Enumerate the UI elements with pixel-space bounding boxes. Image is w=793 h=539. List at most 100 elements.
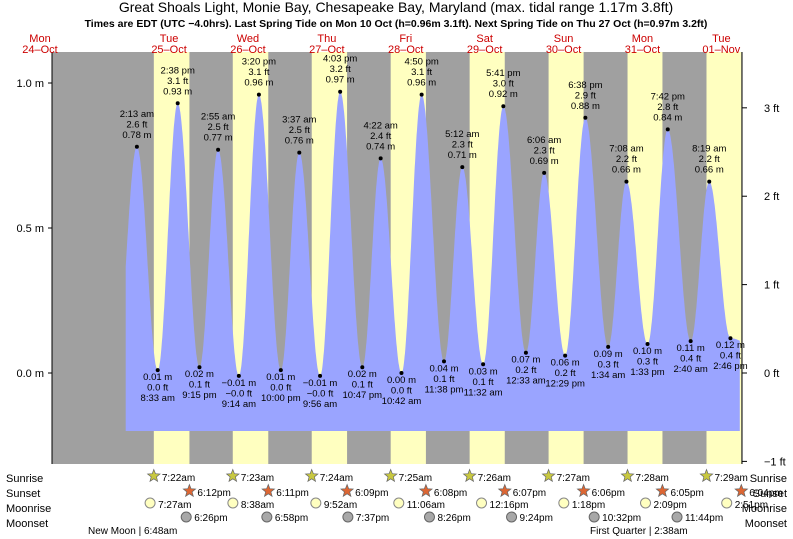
moonrise-time: 7:27am xyxy=(158,500,191,511)
day-of-week-label: Thu xyxy=(317,33,336,45)
moonrise-icon xyxy=(393,497,405,509)
right-tick-label: 2 ft xyxy=(764,191,779,203)
low-tide-label: 0.1 ft xyxy=(189,380,210,391)
moonset-icon xyxy=(506,511,518,523)
high-tide-label: 2.6 ft xyxy=(126,119,147,130)
high-tide-label: 0.88 m xyxy=(571,101,600,112)
date-label: 24–Oct xyxy=(22,44,57,56)
low-tide-label: 0.0 ft xyxy=(147,383,168,394)
high-tide-label: 5:12 am xyxy=(445,129,479,140)
left-tick-label: 0.5 m xyxy=(16,223,44,235)
high-tide-label: 4:03 pm xyxy=(323,54,357,65)
low-tide-label: 0.1 ft xyxy=(352,380,373,391)
moonrise-icon xyxy=(721,497,733,509)
moonrise-time: 2:51pm xyxy=(735,500,768,511)
low-tide-point xyxy=(645,342,650,346)
sun-moon-events: Sunrise Sunrise Sunset Sunset Moonrise Moonri… xyxy=(6,468,787,537)
sunset-icon xyxy=(497,483,512,498)
high-tide-label: 2.4 ft xyxy=(370,131,391,142)
moonrise-time: 9:52am xyxy=(324,500,357,511)
high-tide-label: 2.2 ft xyxy=(616,154,637,165)
tide-labels: 2:13 am2.6 ft0.78 m0.01 m0.0 ft8:33 am2:… xyxy=(120,54,748,410)
high-tide-label: 0.84 m xyxy=(653,112,682,123)
low-tide-label: 0.01 m xyxy=(143,372,172,383)
date-label: 25–Oct xyxy=(151,44,186,56)
low-tide-label: −0.01 m xyxy=(303,378,338,389)
day-of-week-label: Mon xyxy=(632,33,653,45)
sunset-icon xyxy=(655,483,670,498)
low-tide-label: 0.00 m xyxy=(387,375,416,386)
moonrise-time: 11:06am xyxy=(407,500,445,511)
sunrise-row-label-right: Sunrise xyxy=(750,473,787,485)
moonrise-icon xyxy=(144,497,156,509)
right-tick-label: 0 ft xyxy=(764,368,779,380)
high-tide-label: 3.0 ft xyxy=(493,79,514,90)
high-tide-label: 3.1 ft xyxy=(167,76,188,87)
moonset-time: 6:58pm xyxy=(275,513,308,524)
low-tide-label: 0.02 m xyxy=(185,369,214,380)
sunset-icon xyxy=(734,483,749,498)
high-tide-label: 3.1 ft xyxy=(411,67,432,78)
high-tide-point xyxy=(338,89,343,94)
day-of-week-label: Sat xyxy=(476,33,493,45)
high-tide-label: 0.93 m xyxy=(163,86,192,97)
high-tide-point xyxy=(624,179,629,184)
low-tide-label: 11:32 am xyxy=(464,387,503,398)
high-tide-label: 0.69 m xyxy=(530,156,559,167)
moonrise-time: 1:18pm xyxy=(572,500,605,511)
moonset-time: 8:26pm xyxy=(437,513,470,524)
low-tide-point xyxy=(318,373,323,378)
sunset-row-label: Sunset xyxy=(6,488,40,500)
low-tide-point xyxy=(155,368,160,373)
low-tide-label: 0.09 m xyxy=(594,349,623,360)
high-tide-label: 3:20 pm xyxy=(242,57,276,68)
moonrise-time: 8:38am xyxy=(241,500,274,511)
low-tide-label: 10:42 am xyxy=(382,396,422,407)
high-tide-label: 3.1 ft xyxy=(248,67,269,78)
moonrise-icon xyxy=(640,497,652,509)
moonset-icon xyxy=(588,511,600,523)
low-tide-label: 0.01 m xyxy=(266,372,295,383)
high-tide-label: 7:42 pm xyxy=(651,91,685,102)
moonrise-icon xyxy=(227,497,239,509)
high-tide-label: 0.92 m xyxy=(489,89,518,100)
high-tide-label: 8:19 am xyxy=(692,144,726,155)
high-tide-point xyxy=(707,179,712,184)
moonrise-icon xyxy=(476,497,488,509)
high-tide-point xyxy=(542,170,547,175)
low-tide-label: 0.06 m xyxy=(551,358,580,369)
low-tide-label: 0.04 m xyxy=(429,363,458,374)
sunset-time: 6:09pm xyxy=(355,488,388,499)
high-tide-label: 0.96 m xyxy=(244,78,273,89)
low-tide-point xyxy=(606,344,611,349)
high-tide-point xyxy=(583,115,588,120)
moonrise-row-label-right: Moonrise xyxy=(742,503,787,515)
high-tide-point xyxy=(297,150,302,155)
high-tide-label: 0.77 m xyxy=(204,133,233,144)
date-label: 28–Oct xyxy=(388,44,423,56)
new-moon-label: New Moon | 6:48am xyxy=(88,526,177,537)
low-tide-label: 0.2 ft xyxy=(515,365,536,376)
right-tick-label: 3 ft xyxy=(764,103,779,115)
high-tide-point xyxy=(134,144,139,149)
low-tide-label: 12:29 pm xyxy=(545,379,585,390)
moonrise-time: 2:09pm xyxy=(654,500,687,511)
sunrise-icon xyxy=(541,468,556,483)
low-tide-label: 10:47 pm xyxy=(342,390,382,401)
high-tide-label: 5:41 pm xyxy=(486,68,520,79)
low-tide-label: 9:56 am xyxy=(303,399,337,410)
low-tide-label: 10:00 pm xyxy=(261,393,301,404)
low-tide-label: −0.0 ft xyxy=(307,388,334,399)
date-label: 29–Oct xyxy=(467,44,502,56)
right-tick-label: 1 ft xyxy=(764,280,779,292)
high-tide-label: 0.76 m xyxy=(285,136,314,147)
low-tide-label: 0.1 ft xyxy=(433,374,454,385)
high-tide-point xyxy=(460,165,465,170)
day-of-week-label: Fri xyxy=(399,33,412,45)
high-tide-label: 7:08 am xyxy=(609,144,643,155)
moonrise-icon xyxy=(558,497,570,509)
high-tide-label: 2.5 ft xyxy=(289,125,310,136)
sunset-icon xyxy=(418,483,433,498)
sunrise-time: 7:28am xyxy=(636,473,669,484)
low-tide-point xyxy=(523,350,528,355)
